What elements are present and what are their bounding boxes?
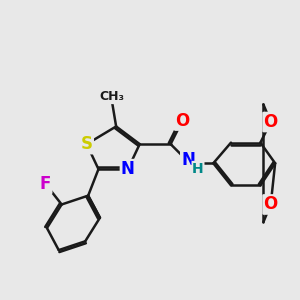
Text: F: F [40, 175, 51, 193]
Text: N: N [121, 160, 135, 178]
Text: H: H [192, 161, 204, 176]
Text: O: O [264, 113, 278, 131]
Text: S: S [81, 135, 93, 153]
Text: CH₃: CH₃ [99, 91, 124, 103]
Text: O: O [264, 196, 278, 214]
Text: N: N [181, 151, 195, 169]
Text: O: O [175, 112, 190, 130]
